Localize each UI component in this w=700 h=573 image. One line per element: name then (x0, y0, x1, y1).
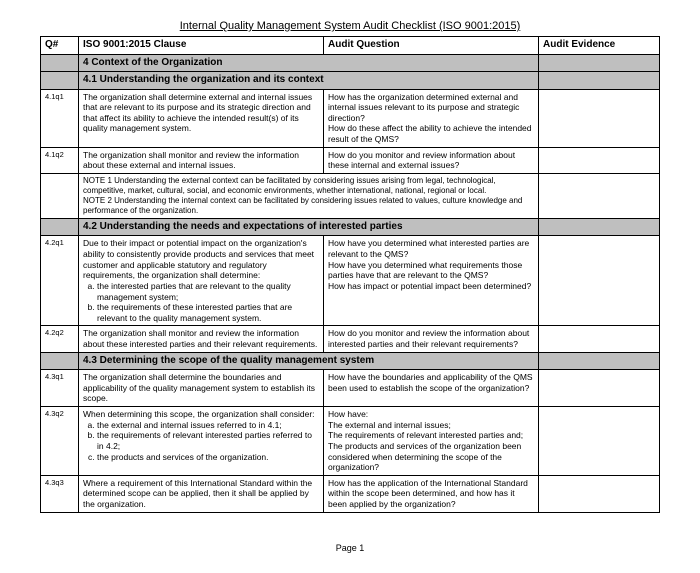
clause-cell: The organization shall determine externa… (79, 89, 324, 147)
table-row: 4.3q3 Where a requirement of this Intern… (41, 475, 660, 512)
question-cell: How do you monitor and review informatio… (324, 147, 539, 173)
q-number: 4.3q3 (41, 475, 79, 512)
header-q: Q# (41, 37, 79, 55)
evidence-cell (539, 475, 660, 512)
header-row: Q# ISO 9001:2015 Clause Audit Question A… (41, 37, 660, 55)
question-cell: How has the application of the Internati… (324, 475, 539, 512)
question-cell: How do you monitor and review the inform… (324, 326, 539, 352)
clause-item-b: the requirements of these interested par… (97, 302, 319, 323)
section-41-row: 4.1 Understanding the organization and i… (41, 72, 660, 90)
question-cell: How have the boundaries and applicabilit… (324, 370, 539, 407)
section-4-row: 4 Context of the Organization (41, 54, 660, 72)
clause-intro: Due to their impact or potential impact … (83, 238, 314, 280)
q-number: 4.1q1 (41, 89, 79, 147)
section-43-row: 4.3 Determining the scope of the quality… (41, 352, 660, 370)
table-row: 4.3q2 When determining this scope, the o… (41, 407, 660, 476)
clause-item-c: the products and services of the organiz… (97, 452, 319, 463)
evidence-cell (539, 147, 660, 173)
clause-item-a: the external and internal issues referre… (97, 420, 319, 431)
clause-cell: The organization shall determine the bou… (79, 370, 324, 407)
clause-item-b: the requirements of relevant interested … (97, 430, 319, 451)
table-row: 4.2q1 Due to their impact or potential i… (41, 236, 660, 326)
clause-item-a: the interested parties that are relevant… (97, 281, 319, 302)
page-footer: Page 1 (40, 543, 660, 553)
section-42-row: 4.2 Understanding the needs and expectat… (41, 218, 660, 236)
clause-cell: Due to their impact or potential impact … (79, 236, 324, 326)
clause-cell: The organization shall monitor and revie… (79, 147, 324, 173)
evidence-cell (539, 407, 660, 476)
clause-intro: When determining this scope, the organiz… (83, 409, 315, 419)
evidence-cell (539, 236, 660, 326)
q-number: 4.1q2 (41, 147, 79, 173)
evidence-cell (539, 370, 660, 407)
question-cell: How have you determined what interested … (324, 236, 539, 326)
section-41-title: 4.1 Understanding the organization and i… (79, 72, 539, 90)
q-number: 4.2q1 (41, 236, 79, 326)
header-evidence: Audit Evidence (539, 37, 660, 55)
section-42-title: 4.2 Understanding the needs and expectat… (79, 218, 539, 236)
audit-checklist-table: Q# ISO 9001:2015 Clause Audit Question A… (40, 36, 660, 513)
section-43-title: 4.3 Determining the scope of the quality… (79, 352, 539, 370)
table-row: 4.3q1 The organization shall determine t… (41, 370, 660, 407)
note-text: NOTE 1 Understanding the external contex… (79, 173, 539, 218)
q-number: 4.2q2 (41, 326, 79, 352)
table-row: 4.2q2 The organization shall monitor and… (41, 326, 660, 352)
question-cell: How have: The external and internal issu… (324, 407, 539, 476)
clause-cell: When determining this scope, the organiz… (79, 407, 324, 476)
note-row: NOTE 1 Understanding the external contex… (41, 173, 660, 218)
table-row: 4.1q1 The organization shall determine e… (41, 89, 660, 147)
section-4-title: 4 Context of the Organization (79, 54, 539, 72)
evidence-cell (539, 89, 660, 147)
table-row: 4.1q2 The organization shall monitor and… (41, 147, 660, 173)
question-cell: How has the organization determined exte… (324, 89, 539, 147)
clause-cell: The organization shall monitor and revie… (79, 326, 324, 352)
q-number: 4.3q1 (41, 370, 79, 407)
header-question: Audit Question (324, 37, 539, 55)
document-title: Internal Quality Management System Audit… (40, 20, 660, 32)
header-clause: ISO 9001:2015 Clause (79, 37, 324, 55)
evidence-cell (539, 326, 660, 352)
clause-cell: Where a requirement of this Internationa… (79, 475, 324, 512)
q-number: 4.3q2 (41, 407, 79, 476)
